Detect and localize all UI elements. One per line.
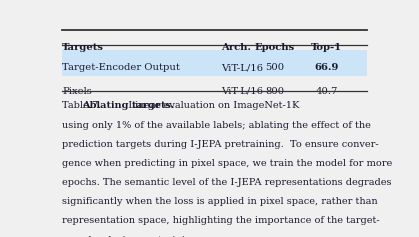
- Text: Ablating targets.: Ablating targets.: [83, 101, 175, 110]
- Text: Pixels: Pixels: [62, 87, 92, 96]
- Text: Arch.: Arch.: [221, 43, 251, 52]
- Text: encoder during pretraining.: encoder during pretraining.: [62, 236, 201, 237]
- Text: 40.7: 40.7: [316, 87, 338, 96]
- FancyBboxPatch shape: [62, 50, 367, 76]
- Text: Epochs: Epochs: [255, 43, 295, 52]
- Text: 66.9: 66.9: [315, 63, 339, 72]
- Text: using only 1% of the available labels; ablating the effect of the: using only 1% of the available labels; a…: [62, 121, 371, 130]
- Text: ViT-L/16: ViT-L/16: [221, 63, 263, 72]
- Text: gence when predicting in pixel space, we train the model for more: gence when predicting in pixel space, we…: [62, 159, 392, 168]
- Text: Linear evaluation on ImageNet-1K: Linear evaluation on ImageNet-1K: [122, 101, 300, 110]
- Text: prediction targets during I-JEPA pretraining.  To ensure conver-: prediction targets during I-JEPA pretrai…: [62, 140, 379, 149]
- Text: representation space, highlighting the importance of the target-: representation space, highlighting the i…: [62, 216, 380, 225]
- Text: Target-Encoder Output: Target-Encoder Output: [62, 63, 180, 72]
- Text: Targets: Targets: [62, 43, 104, 52]
- Text: 800: 800: [265, 87, 285, 96]
- Text: epochs. The semantic level of the I-JEPA representations degrades: epochs. The semantic level of the I-JEPA…: [62, 178, 392, 187]
- Text: 500: 500: [265, 63, 285, 72]
- Text: ViT-L/16: ViT-L/16: [221, 87, 263, 96]
- Text: Table 7.: Table 7.: [62, 101, 108, 110]
- Text: Top-1: Top-1: [311, 43, 342, 52]
- Text: significantly when the loss is applied in pixel space, rather than: significantly when the loss is applied i…: [62, 197, 378, 206]
